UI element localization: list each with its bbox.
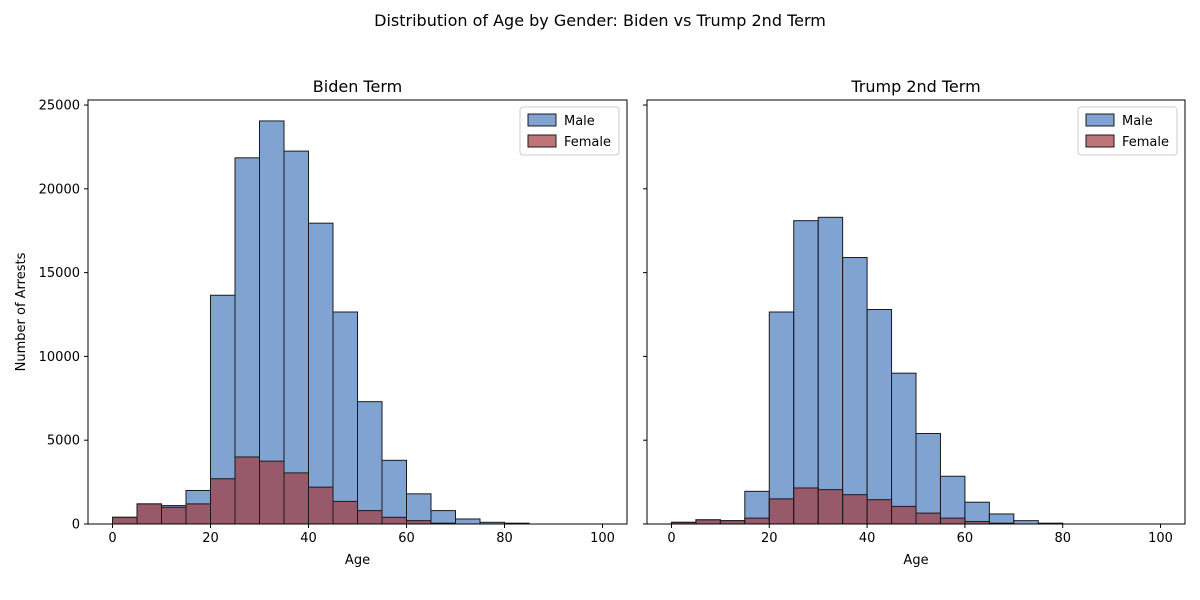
legend-swatch-female (527, 134, 557, 148)
x-tick-label: 80 (1054, 531, 1071, 546)
axes-frame (87, 99, 628, 525)
bar-female-15 (185, 503, 211, 525)
bar-female-50 (357, 510, 383, 525)
x-tick-label: 40 (300, 531, 317, 546)
bar-female-25 (234, 456, 260, 525)
bar-female-30 (817, 489, 844, 525)
bar-female-10 (161, 506, 187, 525)
bar-male-65 (430, 510, 456, 525)
y-tick-label: 10000 (39, 350, 80, 365)
bar-male-40 (866, 308, 893, 525)
bar-female-5 (695, 519, 721, 525)
bar-female-5 (136, 503, 162, 525)
bar-female-20 (768, 498, 795, 525)
y-tick-label: 5000 (47, 434, 80, 449)
bar-male-30 (817, 216, 844, 525)
bar-female-45 (891, 505, 917, 525)
bar-male-25 (793, 220, 819, 525)
y-tick-label: 20000 (39, 182, 80, 197)
bar-male-60 (964, 501, 990, 525)
bar-male-45 (332, 311, 358, 525)
x-tick-label: 100 (1148, 531, 1173, 546)
bar-female-50 (915, 512, 941, 525)
x-axis-label: Age (903, 553, 928, 568)
legend: Male Female (519, 106, 620, 156)
bar-male-20 (768, 311, 795, 525)
bar-male-40 (308, 222, 334, 525)
bar-male-70 (1013, 520, 1039, 525)
bar-male-50 (915, 433, 941, 525)
legend-label-female: Female (564, 135, 611, 150)
x-tick-label: 40 (859, 531, 876, 546)
x-tick-label: 60 (398, 531, 415, 546)
bar-male-70 (455, 518, 481, 525)
bar-female-40 (866, 499, 893, 525)
legend-swatch-female (1085, 134, 1115, 148)
bar-female-0 (112, 516, 138, 525)
axes-title: Biden Term (313, 77, 402, 96)
y-tick-label: 0 (72, 518, 80, 533)
bar-female-35 (842, 494, 868, 525)
legend: Male Female (1077, 106, 1178, 156)
bar-male-55 (939, 475, 966, 525)
bar-female-30 (259, 460, 285, 525)
x-tick-label: 100 (590, 531, 615, 546)
bar-male-45 (891, 372, 917, 525)
bar-female-60 (406, 520, 432, 525)
legend-label-female: Female (1122, 135, 1169, 150)
bar-female-55 (381, 516, 407, 525)
series-male (670, 216, 1064, 525)
bar-male-35 (842, 257, 868, 525)
legend-swatch-male (527, 113, 557, 127)
series-female (670, 487, 1015, 525)
legend-label-male: Male (1122, 114, 1153, 129)
x-tick-label: 20 (761, 531, 778, 546)
bar-female-15 (744, 517, 770, 525)
x-tick-label: 20 (202, 531, 219, 546)
series-male (112, 120, 530, 525)
bar-female-35 (283, 472, 309, 525)
figure-title: Distribution of Age by Gender: Biden vs … (374, 11, 826, 30)
axes-frame (646, 99, 1186, 525)
bar-male-55 (381, 459, 407, 525)
bar-male-60 (406, 493, 432, 525)
y-tick-label: 25000 (39, 99, 80, 114)
bar-female-10 (719, 520, 746, 525)
bar-female-55 (939, 517, 966, 525)
bar-male-65 (988, 513, 1015, 525)
bar-male-50 (357, 401, 383, 525)
panel-biden-term: 0 20 40 60 80 100 0 5000 10000 15000 20000 25000 Bid… (14, 77, 628, 568)
bar-female-20 (210, 478, 236, 525)
x-tick-label: 0 (108, 531, 116, 546)
legend-label-male: Male (564, 114, 595, 129)
axes-title: Trump 2nd Term (850, 77, 980, 96)
bar-female-40 (308, 486, 334, 525)
x-tick-label: 60 (957, 531, 974, 546)
bar-female-45 (332, 500, 358, 525)
y-axis-label: Number of Arrests (14, 252, 29, 371)
panel-trump-2nd-term: 0 20 40 60 80 100 Trump 2nd Term Age Male Female (643, 77, 1186, 568)
bar-female-25 (793, 487, 819, 525)
x-tick-label: 80 (496, 531, 513, 546)
bar-male-35 (283, 150, 309, 525)
x-tick-label: 0 (667, 531, 675, 546)
y-tick-label: 15000 (39, 266, 80, 281)
legend-swatch-male (1085, 113, 1115, 127)
x-axis-label: Age (345, 553, 370, 568)
